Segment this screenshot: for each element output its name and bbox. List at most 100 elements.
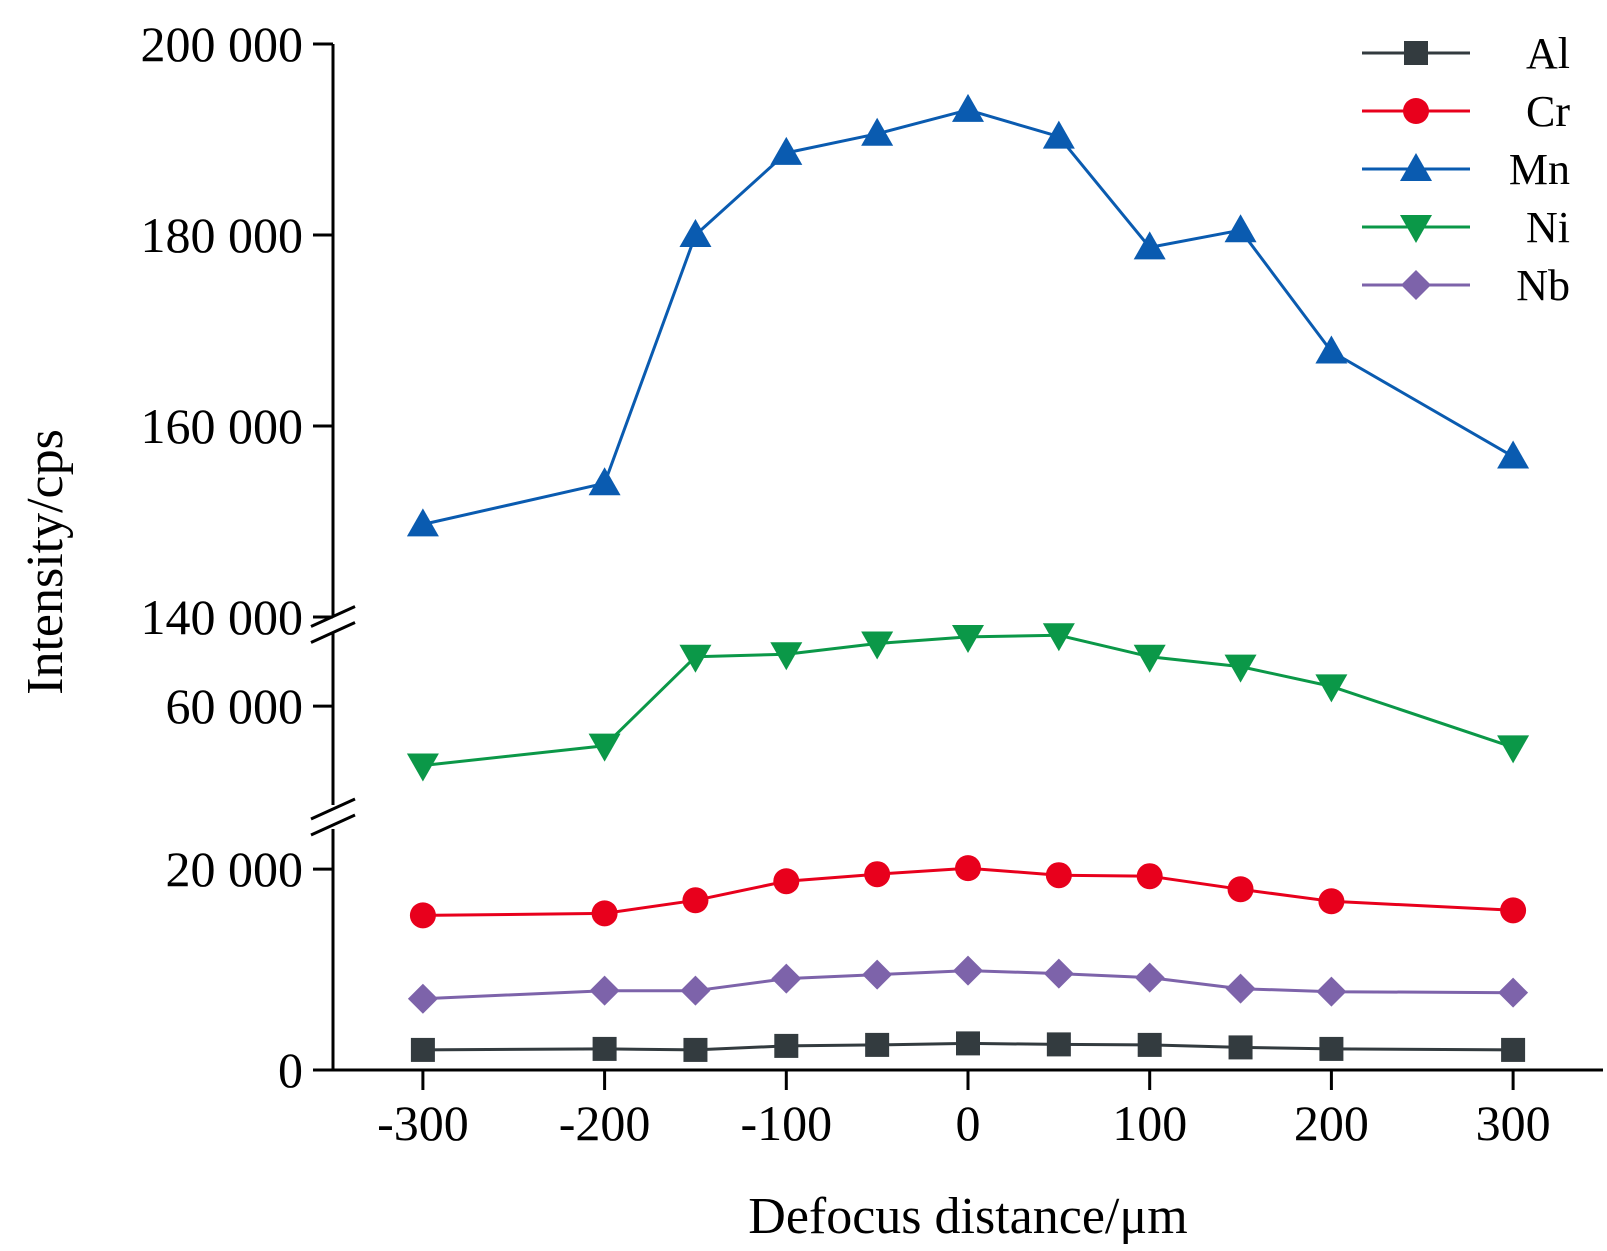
data-point-ni [1224,654,1257,683]
legend-item-nb: Nb [1362,261,1570,310]
legend-marker-ni [1400,215,1432,243]
y-axis-break-mark [310,813,356,837]
y-tick-label: 160 000 [141,398,304,454]
y-axis-title: Intensity/cps [17,429,74,695]
y-tick-label: 200 000 [141,16,304,72]
data-point-al [592,1036,617,1061]
data-point-cr [682,887,709,914]
data-point-cr [1500,897,1527,924]
data-point-ni [588,733,621,762]
data-point-al [1046,1032,1071,1057]
data-point-ni [1497,735,1530,764]
legend-item-al: Al [1362,29,1570,78]
x-tick-label: 0 [956,1095,981,1151]
legend-label-al: Al [1526,29,1570,78]
data-point-mn [861,117,894,146]
data-point-ni [679,644,712,673]
data-point-ni [1315,674,1348,703]
data-point-ni [770,642,803,671]
data-point-al [1319,1036,1344,1061]
data-point-nb [862,959,893,990]
data-point-al [1137,1032,1162,1057]
data-point-ni [861,631,894,660]
series-line-ni [422,633,1514,767]
data-point-mn [1315,335,1348,364]
data-point-nb [589,975,620,1006]
legend: Al Cr Mn Ni Nb [1362,29,1570,310]
data-point-cr [591,900,618,927]
data-point-mn [1224,214,1257,243]
x-tick-label: 300 [1476,1095,1551,1151]
data-point-ni [952,624,984,653]
data-point-ni [406,753,439,782]
data-point-al [774,1033,799,1058]
data-point-mn [406,508,439,537]
series-nb [407,955,1529,1014]
data-point-nb [680,975,711,1006]
legend-label-cr: Cr [1526,87,1570,136]
legend-label-mn: Mn [1509,145,1570,194]
legend-label-ni: Ni [1526,203,1570,252]
data-point-nb [1225,973,1256,1004]
data-point-cr [1136,863,1163,890]
y-tick-label: 0 [278,1042,303,1098]
data-point-ni [1133,644,1166,673]
y-tick-label: 140 000 [141,589,304,645]
x-tick-label: 100 [1112,1095,1187,1151]
data-point-cr [864,861,891,888]
legend-marker-nb [1401,270,1431,300]
series-ni [406,623,1530,782]
data-point-cr [1318,888,1345,915]
x-tick-label: -200 [559,1095,651,1151]
legend-item-mn: Mn [1362,145,1570,194]
legend-item-ni: Ni [1362,203,1570,252]
data-point-cr [955,855,981,882]
y-tick-label: 20 000 [166,841,304,897]
data-point-mn [679,219,712,247]
axes: 0 20 000 60 000 140 000 160 000 180 000 200 00… [17,16,1603,1245]
legend-marker-al [1404,41,1428,65]
x-axis-title: Defocus distance/μm [748,1188,1187,1245]
series-mn [406,93,1530,537]
data-point-cr [409,902,436,929]
data-point-mn [1042,120,1075,149]
y-tick-label: 180 000 [141,207,304,263]
data-point-nb [1316,976,1347,1007]
legend-marker-mn [1400,153,1432,181]
data-point-al [410,1037,435,1062]
series-layer [406,93,1530,1062]
data-point-al [865,1032,890,1057]
legend-marker-cr [1403,98,1429,124]
legend-item-cr: Cr [1362,87,1570,136]
data-point-cr [1045,862,1072,889]
data-point-cr [773,868,800,895]
series-al [410,1031,1526,1062]
data-point-nb [1134,962,1165,993]
data-point-mn [588,467,621,496]
y-axis-break-mark [310,797,356,821]
series-cr [409,855,1527,929]
data-point-mn [1497,440,1530,469]
data-point-al [956,1031,980,1056]
data-point-al [683,1037,708,1062]
x-tick-label: 200 [1294,1095,1369,1151]
data-point-nb [953,955,983,986]
y-tick-label: 60 000 [166,678,304,734]
legend-label-nb: Nb [1516,261,1570,310]
series-line-mn [422,108,1514,526]
data-point-nb [1043,958,1074,989]
x-tick-label: -100 [740,1095,832,1151]
data-point-mn [1133,231,1166,260]
y-axis-break-mark [310,621,356,644]
data-point-al [1228,1035,1253,1060]
data-point-nb [771,963,802,994]
data-point-ni [1042,623,1075,652]
data-point-cr [1227,876,1254,903]
data-point-mn [952,93,984,122]
data-point-nb [407,983,438,1014]
x-tick-label: -300 [377,1095,469,1151]
data-point-mn [770,136,803,165]
data-point-nb [1498,977,1529,1008]
data-point-al [1501,1037,1526,1062]
